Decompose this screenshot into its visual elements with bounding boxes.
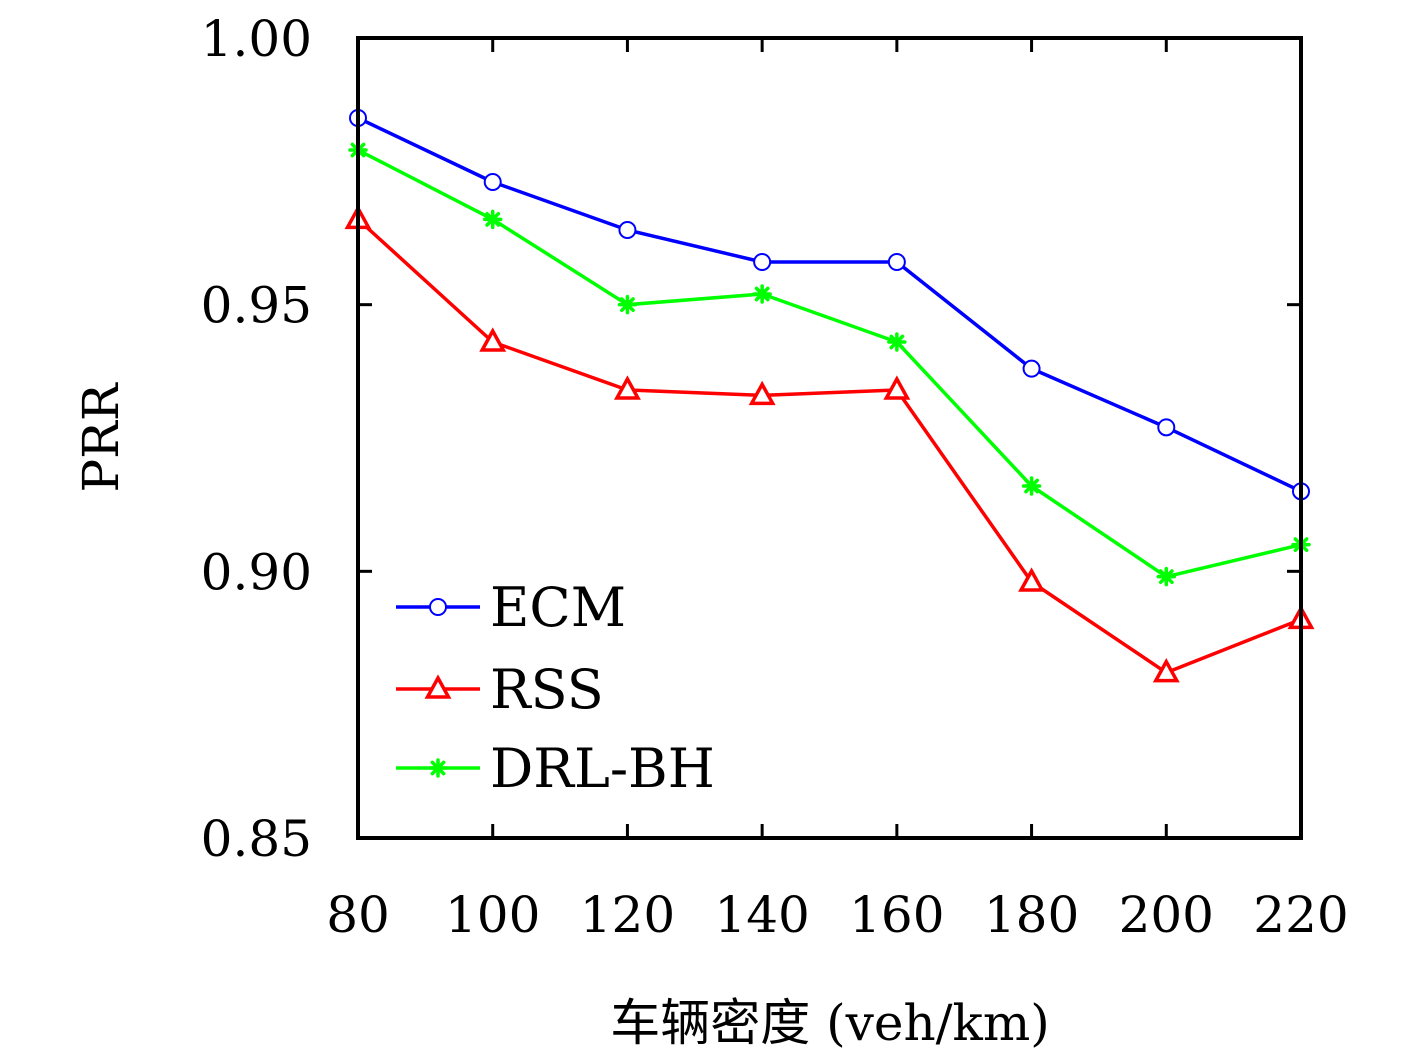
data-point-drl-bh-200 xyxy=(1156,566,1177,587)
x-tick-label: 140 xyxy=(714,886,809,944)
x-tick-label: 200 xyxy=(1119,886,1214,944)
x-tick-label: 160 xyxy=(849,886,944,944)
data-point-ecm-140 xyxy=(753,253,772,271)
data-point-rss-100 xyxy=(479,327,507,352)
legend-label-drl-bh: DRL-BH xyxy=(490,737,715,800)
legend: ECM RSS DRL-BH xyxy=(396,576,715,800)
x-tick-label: 180 xyxy=(984,886,1079,944)
data-point-drl-bh-140 xyxy=(752,284,772,304)
series-line-drl-bh xyxy=(357,148,1302,579)
y-axis-ticks: 0.85 0.90 0.95 1.00 xyxy=(201,10,1301,868)
plot-frame xyxy=(356,36,1303,840)
legend-marker-ecm xyxy=(429,598,447,616)
series-lines xyxy=(356,116,1302,675)
x-tick-label: 120 xyxy=(580,886,675,944)
data-point-drl-bh-120 xyxy=(617,294,638,315)
x-tick-label: 220 xyxy=(1253,886,1348,944)
data-point-rss-160 xyxy=(883,375,911,400)
y-tick-label: 0.95 xyxy=(201,277,312,335)
data-point-drl-bh-100 xyxy=(482,209,503,230)
data-point-ecm-200 xyxy=(1157,418,1176,437)
y-tick-label: 1.00 xyxy=(201,10,312,68)
x-tick-label: 80 xyxy=(326,886,390,944)
data-point-rss-180 xyxy=(1018,567,1046,592)
x-tick-label: 100 xyxy=(445,886,540,944)
series-line-ecm xyxy=(357,116,1302,493)
data-point-rss-200 xyxy=(1152,658,1180,683)
legend-marker-rss xyxy=(424,674,452,699)
series-line-rss xyxy=(356,218,1302,675)
data-point-rss-140 xyxy=(748,380,776,406)
legend-marker-drl-bh xyxy=(428,758,448,778)
data-point-rss-120 xyxy=(613,375,641,400)
data-point-drl-bh-160 xyxy=(887,332,907,352)
x-axis-title: 车辆密度 (veh/km) xyxy=(610,994,1050,1052)
legend-label-rss: RSS xyxy=(490,658,604,721)
data-point-ecm-160 xyxy=(887,253,906,271)
data-point-ecm-100 xyxy=(483,173,502,191)
data-point-ecm-180 xyxy=(1022,359,1041,378)
data-point-ecm-120 xyxy=(618,221,637,239)
y-tick-label: 0.90 xyxy=(201,543,312,601)
y-axis-title: PRR xyxy=(72,382,130,492)
legend-label-ecm: ECM xyxy=(490,576,626,639)
y-tick-label: 0.85 xyxy=(201,810,312,868)
data-point-drl-bh-180 xyxy=(1021,476,1042,496)
x-axis-ticks: 80 100 120 140 160 180 200 220 xyxy=(326,38,1349,944)
